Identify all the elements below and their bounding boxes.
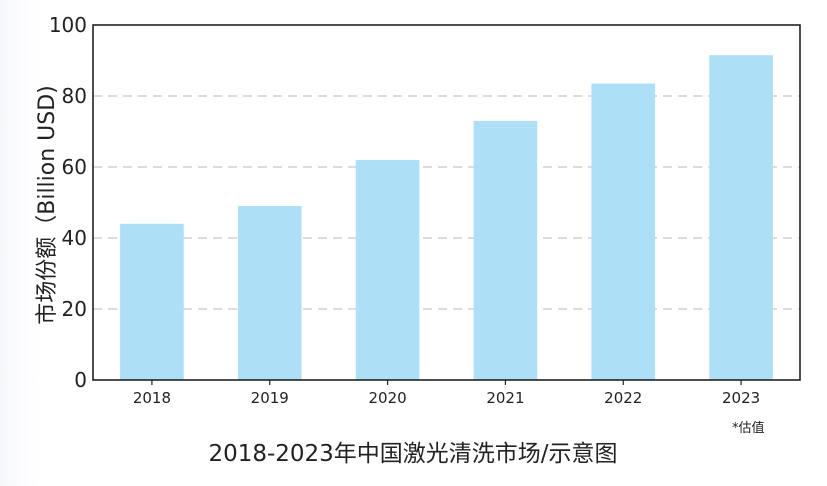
estimate-note: *估值 [732, 420, 765, 436]
bar-2019 [237, 206, 302, 380]
bar-2018 [120, 223, 184, 380]
bar-2021 [473, 120, 538, 380]
y-tick-label: 80 [62, 84, 87, 108]
chart-title: 2018-2023年中国激光清洗市场/示意图 [208, 441, 617, 467]
y-tick-label: 0 [74, 368, 87, 392]
bar-2020 [355, 159, 420, 380]
x-tick-label: 2020 [368, 389, 406, 407]
y-tick-label: 100 [49, 13, 87, 37]
y-tick-label: 60 [62, 155, 87, 179]
x-tick-label: 2021 [486, 389, 524, 407]
bar-2022 [591, 83, 656, 380]
y-tick-label: 40 [62, 226, 87, 250]
axes [92, 24, 801, 381]
y-axis-label: 市场份额（Billion USD) [35, 85, 60, 325]
bars [120, 55, 773, 381]
x-tick-label: 2023 [722, 389, 760, 407]
x-tick-label: 2019 [251, 389, 289, 407]
y-tick-label: 20 [62, 297, 87, 321]
plot-frame [92, 24, 801, 381]
x-tick-labels: 2018 2019 2020 2021 2022 2023 [133, 380, 760, 407]
gridlines [93, 95, 800, 310]
y-tick-labels: 0 20 40 60 80 100 [49, 13, 87, 392]
bar-2023 [709, 55, 773, 381]
x-tick-label: 2018 [133, 389, 171, 407]
x-tick-label: 2022 [604, 389, 642, 407]
